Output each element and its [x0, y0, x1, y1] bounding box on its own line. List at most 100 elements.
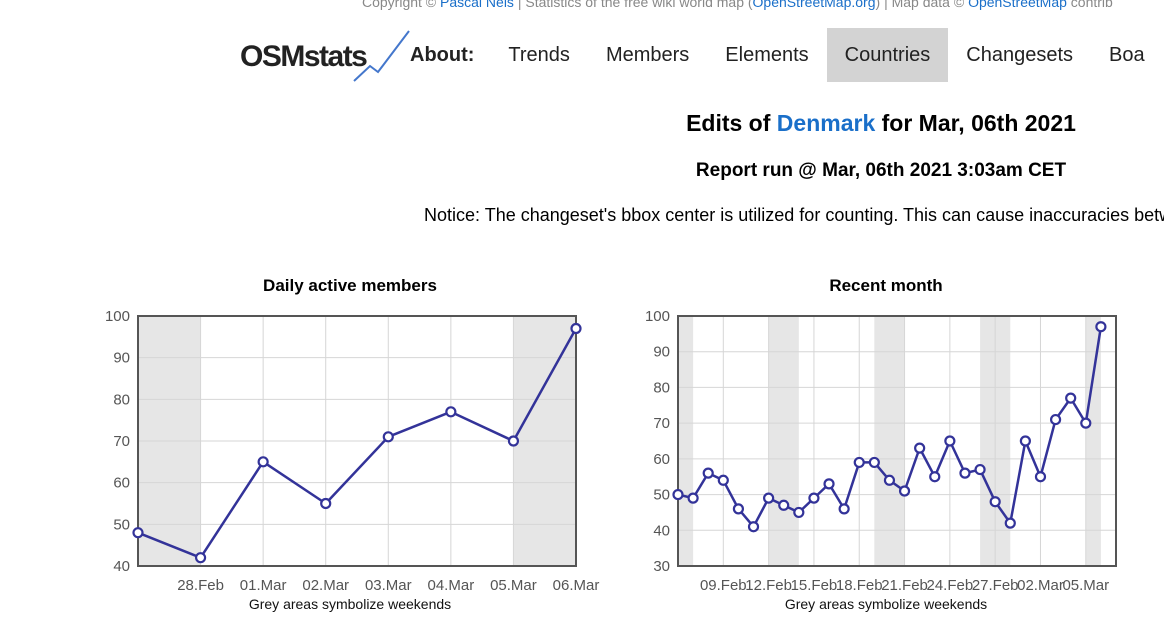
notice-text: Notice: The changeset's bbox center is u…	[424, 205, 1164, 225]
data-point	[445, 406, 457, 418]
data-point	[808, 492, 820, 504]
data-point	[747, 521, 760, 533]
weekend-band	[1085, 316, 1101, 566]
y-tick-label: 100	[645, 308, 670, 325]
copyright-line: Copyright © Pascal Neis | Statistics of …	[362, 0, 1113, 10]
data-point	[702, 467, 714, 479]
chart-caption: Grey areas symbolize weekends	[248, 596, 452, 612]
x-tick-label: 15.Feb	[791, 577, 838, 594]
data-point	[944, 435, 956, 447]
data-point	[570, 322, 582, 335]
y-tick-label: 70	[113, 433, 130, 450]
x-tick-label: 12.Feb	[745, 577, 792, 594]
chart-caption: Grey areas symbolize weekends	[784, 596, 988, 612]
x-tick-label: 05.Mar	[490, 577, 537, 594]
logo-text: OSMstats	[240, 40, 368, 73]
logo-trend-icon	[353, 30, 410, 82]
y-tick-label: 90	[113, 350, 130, 367]
weekend-band	[678, 316, 694, 566]
chart-recent-month: Recent month 30 40 50 60 70 80 90 100 09.Feb 12.F…	[636, 276, 1136, 621]
data-point	[507, 435, 520, 447]
x-tick-label: 02.Mar	[1017, 577, 1064, 594]
osmstats-logo[interactable]: OSMstats	[240, 28, 412, 84]
y-tick-label: 80	[653, 379, 670, 396]
x-tick-label: 06.Mar	[553, 577, 600, 594]
chart-title: Daily active members	[263, 276, 437, 295]
main-nav: About: Trends Members Elements Countries Chan…	[400, 28, 1163, 82]
data-point	[257, 456, 269, 468]
x-tick-label: 02.Mar	[302, 577, 349, 594]
x-tick-label: 05.Mar	[1062, 577, 1109, 594]
y-tick-label: 30	[653, 558, 670, 575]
data-point	[883, 474, 896, 486]
data-point	[778, 499, 790, 511]
nav-members[interactable]: Members	[605, 44, 690, 66]
x-tick-label: 27.Feb	[972, 577, 1019, 594]
x-tick-label: 24.Feb	[927, 577, 974, 594]
osm-link[interactable]: OpenStreetMap.org	[752, 0, 876, 10]
data-point	[1095, 321, 1107, 333]
data-point	[717, 474, 729, 486]
title-suffix: for Mar, 06th 2021	[875, 110, 1076, 136]
nav-trends[interactable]: Trends	[508, 44, 570, 66]
x-tick-label: 21.Feb	[881, 577, 928, 594]
y-tick-label: 40	[653, 522, 670, 539]
chart-title: Recent month	[829, 276, 943, 295]
data-point	[763, 492, 775, 504]
nav-changesets[interactable]: Changesets	[966, 44, 1074, 66]
y-tick-label: 40	[113, 558, 130, 575]
plot-border	[137, 315, 577, 567]
osm-link-2[interactable]: OpenStreetMap	[968, 0, 1067, 10]
nav-about-label: About:	[410, 44, 475, 66]
data-point	[1019, 435, 1031, 447]
data-point	[868, 456, 880, 469]
data-point	[194, 552, 207, 564]
x-tick-label: 03.Mar	[365, 577, 412, 594]
copyright-prefix: Copyright ©	[362, 0, 441, 10]
nav-boards[interactable]: Boa	[1109, 44, 1145, 66]
title-prefix: Edits of	[686, 110, 777, 136]
copyright-middle: | Statistics of the free wiki world map …	[513, 0, 753, 10]
data-point	[732, 503, 745, 515]
data-point	[1080, 417, 1092, 429]
y-tick-label: 60	[653, 451, 670, 468]
data-point	[853, 456, 865, 469]
data-point	[898, 485, 911, 497]
plot-border	[677, 315, 1117, 567]
chart-svg: 30 40 50 60 70 80 90 100 09.Feb12.Feb15.Feb18.Fe…	[645, 308, 1117, 594]
nav-elements[interactable]: Elements	[725, 44, 809, 66]
weekend-band	[874, 316, 905, 566]
chart-daily-active-members: Daily active members 40 50 60 70 80 90 100 28.F…	[96, 276, 604, 621]
y-tick-label: 60	[113, 475, 130, 492]
y-tick-label: 50	[113, 516, 130, 533]
series-line	[137, 327, 578, 559]
data-point	[1004, 517, 1016, 529]
y-tick-label: 80	[113, 391, 130, 408]
x-tick-label: 04.Mar	[428, 577, 475, 594]
nav-countries[interactable]: Countries	[826, 28, 949, 82]
author-link[interactable]: Pascal Neis	[440, 0, 514, 10]
x-tick-label: 18.Feb	[836, 577, 883, 594]
chart-svg: 40 50 60 70 80 90 100 28.Feb 01.Mar 02.Mar 03.Mar 0…	[105, 308, 600, 594]
data-point	[672, 488, 684, 501]
data-point	[838, 503, 850, 515]
data-point	[320, 497, 332, 510]
report-run-text: Report run @ Mar, 06th 2021 3:03am CET	[695, 160, 1067, 181]
weekend-band	[768, 316, 799, 566]
x-tick-label: 28.Feb	[177, 577, 224, 594]
data-point	[132, 527, 144, 539]
y-tick-label: 70	[653, 415, 670, 432]
x-tick-label: 09.Feb	[700, 577, 747, 594]
copyright-end: contrib	[1066, 0, 1113, 10]
copyright-suffix: ) | Map data ©	[875, 0, 969, 10]
data-point	[929, 471, 941, 483]
country-link[interactable]: Denmark	[776, 110, 876, 136]
data-point	[989, 496, 1001, 508]
y-tick-label: 100	[105, 308, 130, 325]
y-tick-label: 50	[653, 487, 670, 504]
data-point	[687, 492, 699, 504]
data-point	[1034, 471, 1047, 483]
data-point	[974, 463, 986, 476]
data-point	[823, 478, 835, 490]
data-point	[1049, 413, 1062, 426]
